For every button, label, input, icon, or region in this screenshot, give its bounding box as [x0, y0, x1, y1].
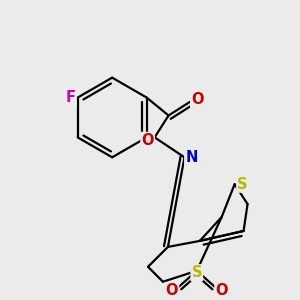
Text: O: O [166, 283, 178, 298]
Text: O: O [141, 133, 154, 148]
Text: N: N [185, 150, 198, 165]
Text: O: O [215, 283, 228, 298]
Text: F: F [66, 90, 76, 105]
Text: O: O [191, 92, 204, 107]
Text: S: S [237, 177, 248, 192]
Text: S: S [191, 265, 202, 280]
